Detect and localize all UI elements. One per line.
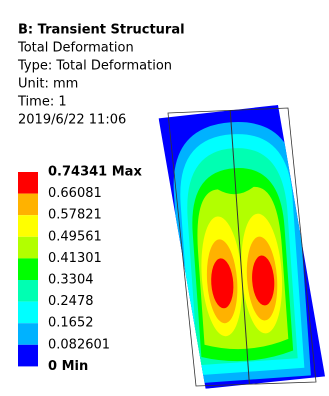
legend-label: 0.1652 [48,316,94,331]
legend-band [18,302,38,324]
legend-label: 0.3304 [48,273,94,288]
legend-label: 0.49561 [48,229,102,244]
legend-band [18,237,38,259]
legend-label: 0 Min [48,359,88,374]
legend-band [18,280,38,302]
legend-label: 0.66081 [48,186,102,201]
info-line: Total Deformation [17,41,134,56]
info-line: Unit: mm [18,77,78,92]
legend-label: 0.082601 [48,337,110,352]
info-line: Type: Total Deformation [17,59,172,74]
ansys-viewport: B: Transient Structural Total Deformatio… [0,0,329,392]
legend-band [18,172,38,194]
legend-label: 0.74341 Max [48,165,142,180]
info-line: 2019/6/22 11:06 [18,113,126,128]
legend-label: 0.57821 [48,208,102,223]
legend-band [18,345,38,367]
legend-label: 0.41301 [48,251,102,266]
legend-band [18,215,38,237]
legend-band [18,323,38,345]
legend: 0.74341 Max 0.66081 0.57821 0.49561 0.41301 0… [18,165,142,374]
legend-band [18,258,38,280]
analysis-title: B: Transient Structural [18,23,185,38]
legend-label: 0.2478 [48,294,94,309]
legend-band [18,194,38,216]
contour-plot [139,84,329,392]
info-line: Time: 1 [17,95,67,110]
